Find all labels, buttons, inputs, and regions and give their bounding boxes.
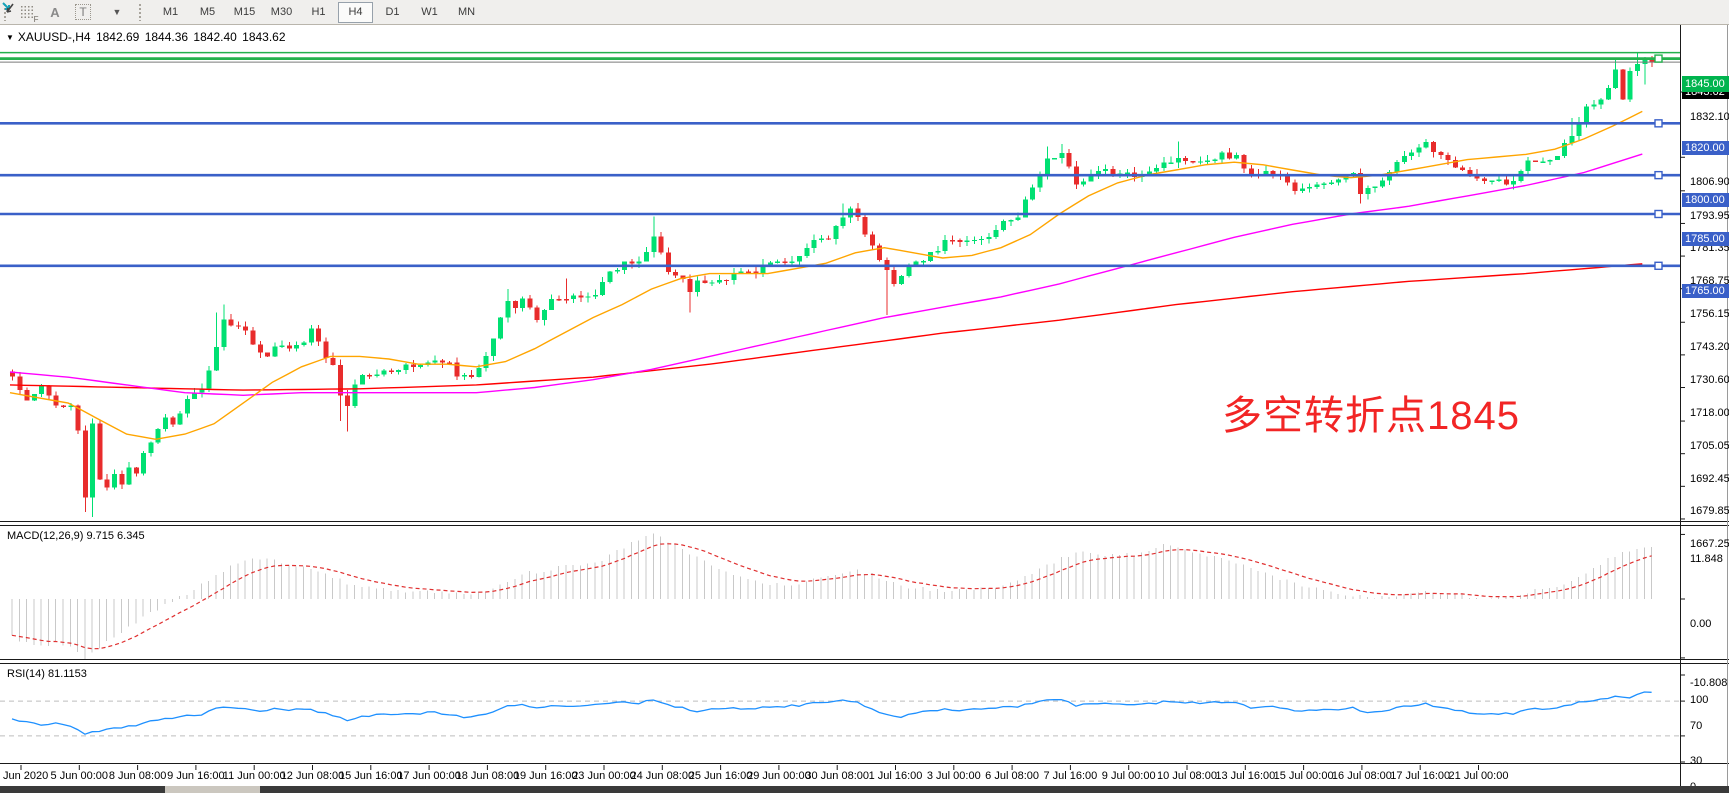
time-axis-label: 6 Jul 08:00 [985,770,1040,782]
chart-canvas[interactable] [0,25,1729,793]
symbol-dropdown-icon[interactable]: ▼ [6,33,14,42]
price-tick-label: 1832.10 [1690,111,1729,123]
rsi-tick-label: 30 [1690,754,1703,767]
time-axis-label: 29 Jun 00:00 [747,770,811,782]
time-axis-label: 13 Jul 16:00 [1215,770,1276,782]
price-tick-label: 1705.05 [1690,440,1729,453]
rsi-tick-label: 70 [1690,720,1703,733]
time-axis-label: 16 Jul 08:00 [1331,770,1392,782]
time-axis-label: 30 Jun 08:00 [805,770,869,782]
tf-button-d1[interactable]: D1 [385,5,400,18]
tf-button-m30[interactable]: M30 [270,5,293,18]
chart-annotation-text: 多空转折点1845 [1222,394,1520,438]
time-axis-label: 15 Jun 16:00 [338,770,403,782]
price-tick-label: 1793.95 [1690,209,1729,222]
text-tool-icon[interactable]: T [71,2,95,22]
macd-tick-label: 11.848 [1690,553,1723,566]
symbol-ohlc-header: ▼ XAUUSD-,H4 1842.69 1844.36 1842.40 1843… [6,30,288,44]
time-axis-label: 17 Jul 16:00 [1390,770,1451,782]
macd-tick-label: 0.00 [1690,618,1712,630]
h-scrollbar-track[interactable] [0,786,1729,793]
ohlc-low: 1842.40 [193,30,237,44]
chart-area[interactable]: ▼ XAUUSD-,H4 1842.69 1844.36 1842.40 1843… [0,25,1729,793]
time-axis-label: 24 Jun 08:00 [630,770,695,782]
tf-button-w1[interactable]: W1 [421,5,438,18]
rsi-tick-label: 100 [1690,694,1709,706]
time-axis-label: 19 Jun 16:00 [513,770,578,782]
toolbar-grip-2[interactable] [138,3,143,21]
time-axis-label: 3 Jul 00:00 [926,770,981,782]
time-axis-label: 17 Jun 00:00 [397,770,461,782]
price-tick-label: 1806.90 [1690,176,1729,189]
tf-button-h4[interactable]: H4 [338,1,373,23]
arrow-tools-icon[interactable]: ▼ [2,2,133,22]
time-axis-label: 7 Jul 16:00 [1043,770,1098,782]
timeframe-group: M1 M5 M15 M30 H1 H4 D1 W1 MN [152,1,485,23]
price-tick-label: 1730.60 [1690,373,1729,386]
tf-button-mn[interactable]: MN [457,5,476,18]
time-axis-label: 8 Jun 08:00 [108,770,167,782]
text-tool-glyph: T [75,4,91,20]
price-tick-label: 1692.45 [1690,472,1729,485]
price-level-box-1845.00: 1845.00 [1682,75,1729,92]
tf-button-m15[interactable]: M15 [233,5,256,18]
price-tick-label: 1718.00 [1690,406,1729,419]
price-level-box-1785.00: 1785.00 [1682,231,1729,246]
time-axis-label: 5 Jun 00:00 [50,770,109,782]
h-scrollbar-thumb[interactable] [165,786,260,793]
symbol-label: XAUUSD-,H4 [17,30,91,44]
macd-tick-label: -10.808 [1690,676,1728,689]
time-axis-label: 18 Jun 08:00 [455,770,520,782]
time-axis-label: 1 Jul 16:00 [868,770,923,782]
price-tick-label: 1743.20 [1690,341,1729,354]
ohlc-high: 1844.36 [144,30,189,44]
price-tick-label: 1667.25 [1690,537,1729,550]
time-axis-label: 3 Jun 2020 [0,770,49,782]
time-axis-label: 9 Jul 00:00 [1101,770,1156,782]
tf-button-m1[interactable]: M1 [162,5,179,18]
tf-button-m5[interactable]: M5 [199,5,216,18]
grid-f-icon-glyph: F [19,4,39,24]
tf-button-h1[interactable]: H1 [311,5,326,18]
time-axis-label: 15 Jul 00:00 [1273,770,1334,782]
toolbar: F A T ▼ M1 M5 M15 M30 H1 H4 D1 W1 MN [0,0,1729,25]
dropdown-caret-icon: ▼ [112,7,122,17]
time-axis-label: 11 Jun 00:00 [222,770,286,782]
macd-indicator-label: MACD(12,26,9) 9.715 6.345 [7,530,145,542]
rsi-indicator-label: RSI(14) 81.1153 [7,668,87,680]
ohlc-close: 1843.62 [242,30,286,44]
price-level-box-1800.00: 1800.00 [1682,193,1729,208]
time-axis-label: 12 Jun 08:00 [280,770,345,782]
price-level-box-1765.00: 1765.00 [1682,283,1729,298]
toolbar-grip[interactable] [3,3,8,21]
time-axis-label: 25 Jun 16:00 [688,770,753,782]
arrow-tools-glyph [2,2,14,13]
time-axis-label: 21 Jul 00:00 [1448,770,1509,782]
price-tick-label: 1679.85 [1690,505,1729,518]
price-tick-label: 1756.15 [1690,307,1729,320]
grid-f-icon[interactable]: F [15,2,39,24]
ohlc-open: 1842.69 [95,30,140,44]
time-axis-label: 23 Jun 00:00 [572,770,636,782]
time-axis-label: 9 Jun 16:00 [167,770,225,782]
price-level-box-1820.00: 1820.00 [1682,141,1729,156]
text-label-icon[interactable]: A [50,4,60,20]
time-axis-label: 10 Jul 08:00 [1157,770,1217,782]
